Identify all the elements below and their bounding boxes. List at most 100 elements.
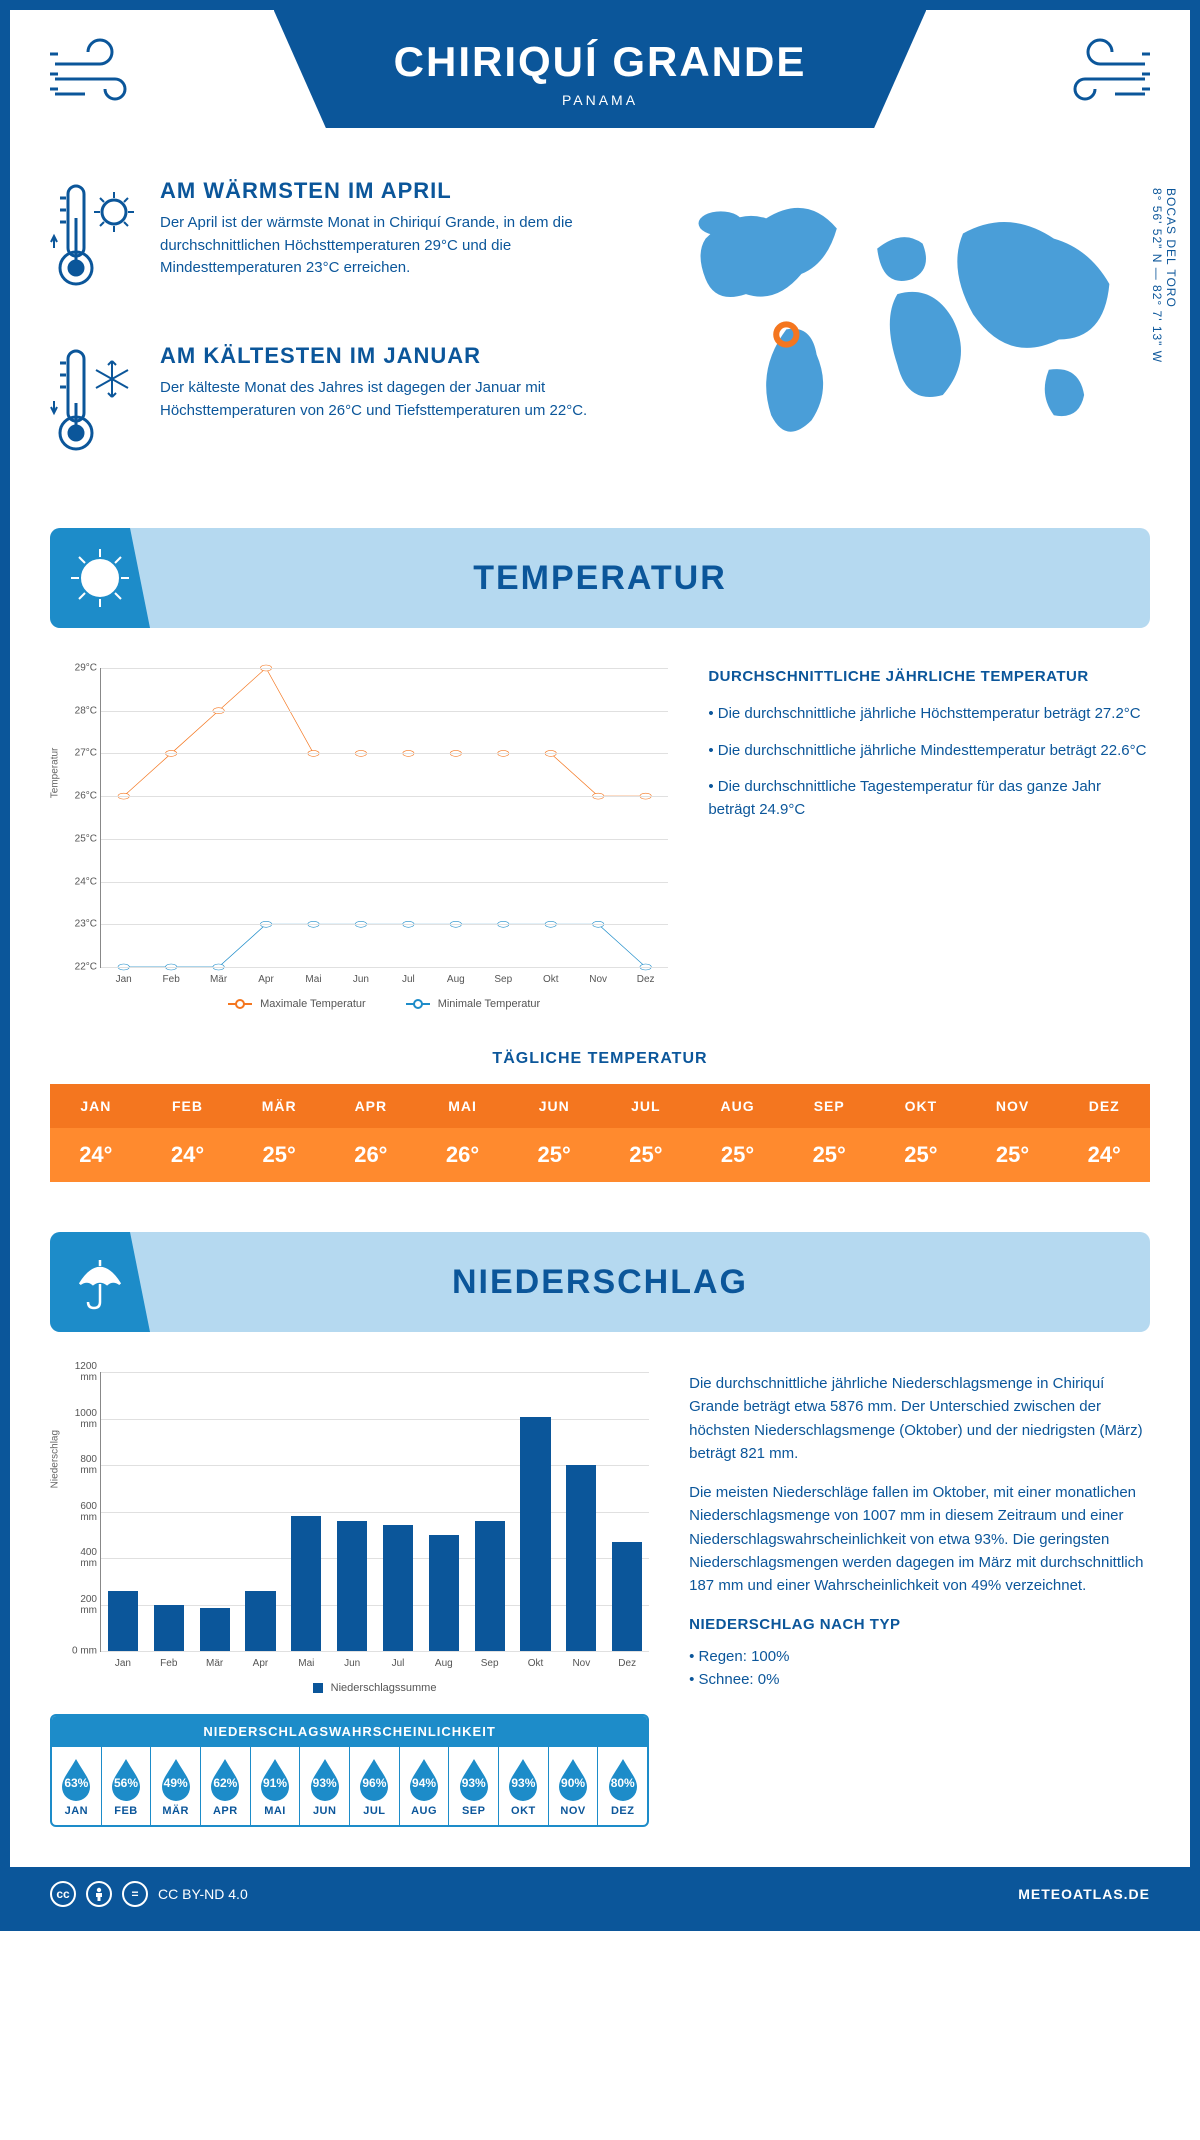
x-tick: Feb (163, 974, 180, 985)
probability-value: 90% (555, 1765, 591, 1801)
bar (200, 1608, 230, 1651)
page-subtitle: PANAMA (394, 92, 807, 108)
daily-value: 25° (508, 1128, 600, 1182)
y-tick: 0 mm (61, 1646, 97, 1657)
y-axis-label: Niederschlag (50, 1429, 61, 1487)
x-tick: Aug (435, 1658, 453, 1669)
nd-icon: = (122, 1881, 148, 1907)
daily-value: 26° (325, 1128, 417, 1182)
warmest-fact: AM WÄRMSTEN IM APRIL Der April ist der w… (50, 178, 605, 303)
daily-value: 26° (417, 1128, 509, 1182)
month-header: MAI (417, 1084, 509, 1128)
fact-title: AM KÄLTESTEN IM JANUAR (160, 343, 605, 369)
daily-temp-table: JANFEBMÄRAPRMAIJUNJULAUGSEPOKTNOVDEZ 24°… (50, 1084, 1150, 1182)
x-tick: Jan (115, 1658, 131, 1669)
x-tick: Nov (589, 974, 607, 985)
daily-value: 25° (600, 1128, 692, 1182)
thermometer-snow-icon (50, 343, 140, 468)
probability-cell: 62%APR (201, 1747, 251, 1825)
summary-item: • Die durchschnittliche jährliche Höchst… (708, 703, 1150, 726)
fact-text: Der kälteste Monat des Jahres ist dagege… (160, 377, 605, 422)
legend-label: Niederschlagssumme (331, 1682, 437, 1694)
wind-icon (1040, 34, 1150, 119)
coords-label: 8° 56' 52" N — 82° 7' 13" W (1150, 188, 1164, 363)
summary-item: • Die durchschnittliche jährliche Mindes… (708, 740, 1150, 763)
temperature-banner: TEMPERATUR (50, 528, 1150, 628)
month-label: JUL (350, 1805, 399, 1817)
daily-value: 24° (142, 1128, 234, 1182)
month-header: OKT (875, 1084, 967, 1128)
month-label: MAI (251, 1805, 300, 1817)
raindrop-icon: 91% (257, 1757, 293, 1801)
sun-icon (50, 528, 150, 628)
x-tick: Nov (572, 1658, 590, 1669)
chart-legend: Maximale TemperaturMinimale Temperatur (100, 998, 668, 1010)
bar (291, 1516, 321, 1651)
y-tick: 600 mm (61, 1501, 97, 1523)
raindrop-icon: 96% (356, 1757, 392, 1801)
daily-value: 24° (1058, 1128, 1150, 1182)
license-label: CC BY-ND 4.0 (158, 1886, 248, 1902)
summary-title: DURCHSCHNITTLICHE JÄHRLICHE TEMPERATUR (708, 668, 1150, 685)
x-tick: Apr (258, 974, 274, 985)
x-tick: Dez (637, 974, 655, 985)
fact-title: AM WÄRMSTEN IM APRIL (160, 178, 605, 204)
x-tick: Mai (298, 1658, 314, 1669)
x-tick: Jun (344, 1658, 360, 1669)
probability-value: 49% (158, 1765, 194, 1801)
region-label: BOCAS DEL TORO (1164, 188, 1178, 308)
precip-probability-table: NIEDERSCHLAGSWAHRSCHEINLICHKEIT 63%JAN56… (50, 1714, 649, 1827)
chart-legend: Niederschlagssumme (100, 1682, 649, 1694)
probability-cell: 80%DEZ (598, 1747, 647, 1825)
probability-cell: 93%SEP (449, 1747, 499, 1825)
by-type-item: • Schnee: 0% (689, 1668, 1150, 1691)
probability-cell: 91% MAI (251, 1747, 301, 1825)
probability-value: 94% (406, 1765, 442, 1801)
x-tick: Jan (116, 974, 132, 985)
month-header: AUG (692, 1084, 784, 1128)
legend-item: Maximale Temperatur (228, 998, 366, 1010)
intro-row: AM WÄRMSTEN IM APRIL Der April ist der w… (50, 178, 1150, 508)
x-tick: Jul (392, 1658, 405, 1669)
y-tick: 400 mm (61, 1547, 97, 1569)
month-label: OKT (499, 1805, 548, 1817)
raindrop-icon: 56% (108, 1757, 144, 1801)
month-header: JUL (600, 1084, 692, 1128)
precip-bar-chart: Niederschlag 0 mm 200 mm 400 mm 600 mm 800 m… (50, 1372, 649, 1694)
y-tick: 22°C (61, 962, 97, 973)
precip-summary: Die durchschnittliche jährliche Niedersc… (689, 1372, 1150, 1827)
probability-cell: 94% AUG (400, 1747, 450, 1825)
daily-temp-title: TÄGLICHE TEMPERATUR (50, 1050, 1150, 1068)
month-label: AUG (400, 1805, 449, 1817)
raindrop-icon: 49% (158, 1757, 194, 1801)
y-tick: 200 mm (61, 1594, 97, 1616)
x-tick: Sep (494, 974, 512, 985)
by-type-title: NIEDERSCHLAG NACH TYP (689, 1613, 1150, 1636)
raindrop-icon: 93% (456, 1757, 492, 1801)
month-header: MÄR (233, 1084, 325, 1128)
wind-icon (50, 34, 160, 119)
bar (383, 1525, 413, 1651)
x-tick: Mär (206, 1658, 223, 1669)
y-tick: 800 mm (61, 1454, 97, 1476)
probability-cell: 63%JAN (52, 1747, 102, 1825)
probability-cell: 93%JUN (300, 1747, 350, 1825)
x-tick: Jul (402, 974, 415, 985)
x-tick: Okt (528, 1658, 544, 1669)
by-type-item: • Regen: 100% (689, 1645, 1150, 1668)
probability-cell: 93%OKT (499, 1747, 549, 1825)
y-tick: 25°C (61, 833, 97, 844)
summary-item: • Die durchschnittliche Tagestemperatur … (708, 776, 1150, 821)
daily-value: 25° (783, 1128, 875, 1182)
raindrop-icon: 62% (207, 1757, 243, 1801)
x-tick: Feb (160, 1658, 177, 1669)
y-tick: 29°C (61, 663, 97, 674)
probability-value: 93% (456, 1765, 492, 1801)
bar (108, 1591, 138, 1651)
fact-text: Der April ist der wärmste Monat in Chiri… (160, 212, 605, 280)
coldest-fact: AM KÄLTESTEN IM JANUAR Der kälteste Mona… (50, 343, 605, 468)
probability-value: 56% (108, 1765, 144, 1801)
daily-value: 25° (967, 1128, 1059, 1182)
title-banner: CHIRIQUÍ GRANDE PANAMA (274, 10, 927, 128)
month-header: NOV (967, 1084, 1059, 1128)
